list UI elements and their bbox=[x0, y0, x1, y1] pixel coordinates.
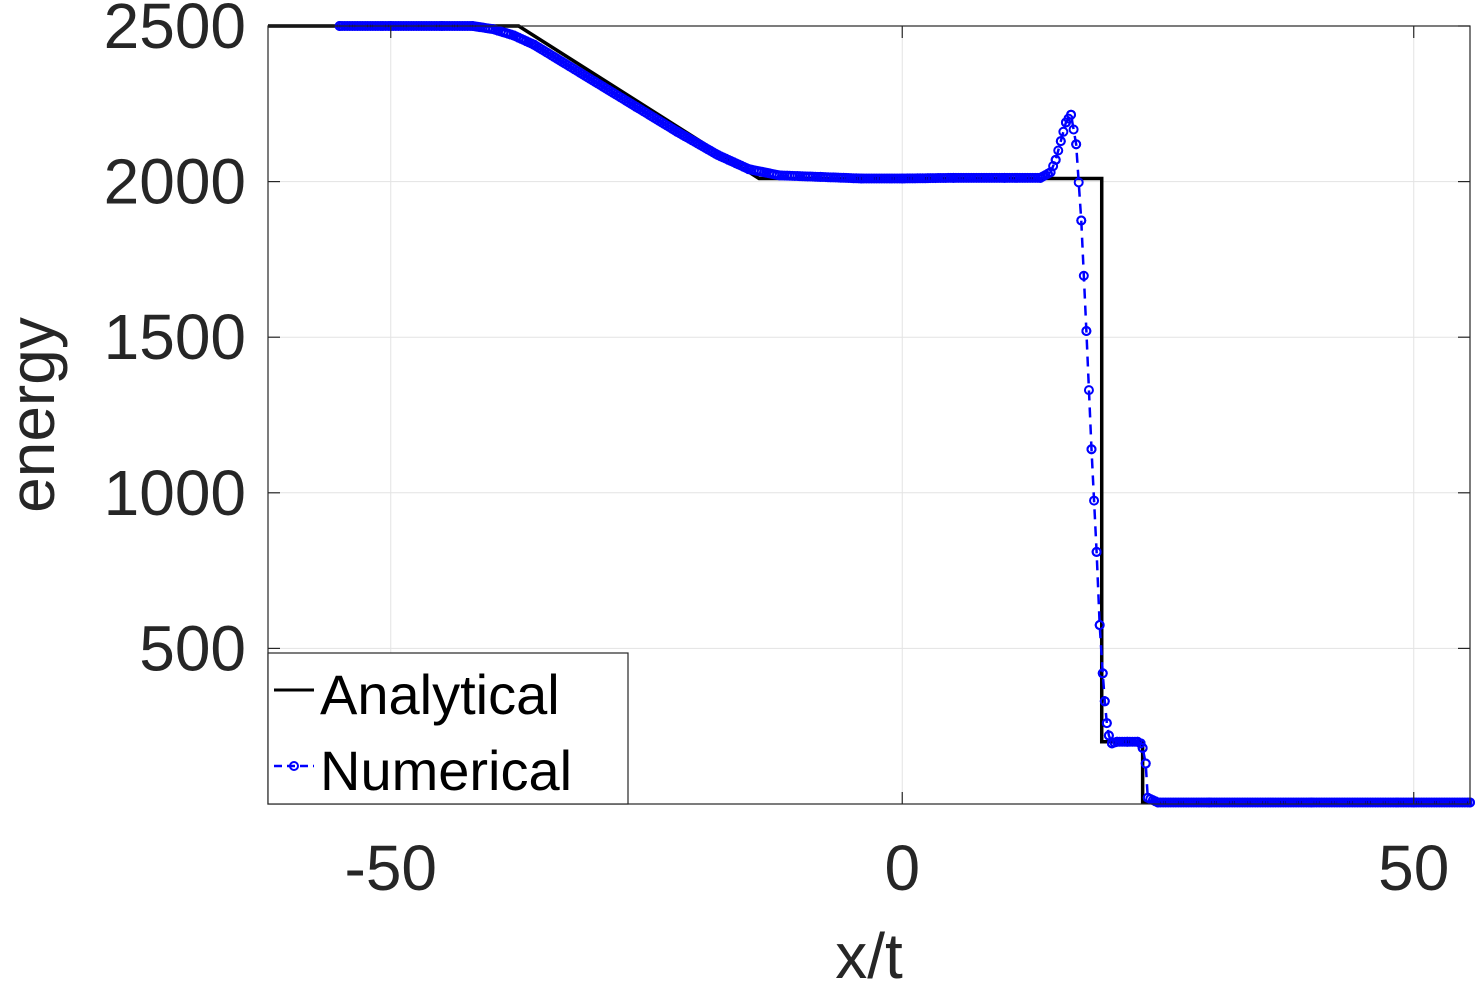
legend-entry-numerical: Numerical bbox=[320, 739, 572, 802]
x-tick-label: 0 bbox=[884, 832, 920, 904]
data-point bbox=[631, 101, 642, 112]
data-point bbox=[743, 164, 754, 175]
y-tick-label: 2500 bbox=[104, 0, 246, 62]
axis-ticks: -50 0 50 500 1000 1500 2000 2500 bbox=[104, 0, 1470, 904]
data-point bbox=[1078, 270, 1089, 281]
data-point bbox=[1140, 758, 1151, 769]
data-point bbox=[1058, 126, 1069, 137]
data-point bbox=[590, 77, 601, 88]
data-point bbox=[508, 30, 519, 41]
series-line-analytical bbox=[268, 24, 1470, 805]
data-point bbox=[897, 173, 908, 184]
series-layer bbox=[268, 21, 1475, 808]
data-point bbox=[1091, 546, 1102, 557]
data-point bbox=[528, 39, 539, 50]
axes-box bbox=[267, 25, 1471, 805]
y-tick-label: 1500 bbox=[104, 301, 246, 373]
data-point bbox=[1081, 325, 1092, 336]
data-point bbox=[713, 150, 724, 161]
y-tick-label: 2000 bbox=[104, 146, 246, 218]
data-point bbox=[856, 173, 867, 184]
data-point bbox=[1035, 172, 1046, 183]
data-point bbox=[1076, 215, 1087, 226]
data-point bbox=[1112, 736, 1123, 747]
data-point bbox=[1137, 742, 1148, 753]
data-point bbox=[1122, 736, 1133, 747]
data-point bbox=[1135, 738, 1146, 749]
data-point bbox=[1083, 385, 1094, 396]
data-point bbox=[999, 172, 1010, 183]
data-point bbox=[488, 24, 499, 35]
data-point bbox=[948, 172, 959, 183]
data-point bbox=[1073, 177, 1084, 188]
data-point bbox=[1204, 797, 1215, 808]
y-tick-label: 1000 bbox=[104, 457, 246, 529]
data-point bbox=[1060, 117, 1071, 128]
data-point bbox=[774, 170, 785, 181]
series-markers-numerical bbox=[334, 21, 1475, 808]
data-point bbox=[1099, 696, 1110, 707]
data-point bbox=[1152, 797, 1163, 808]
data-point bbox=[1306, 797, 1317, 808]
data-point bbox=[1053, 145, 1064, 156]
data-point bbox=[815, 171, 826, 182]
data-point bbox=[1106, 738, 1117, 749]
data-point bbox=[1101, 718, 1112, 729]
x-tick-label: 50 bbox=[1378, 832, 1449, 904]
data-point bbox=[672, 126, 683, 137]
data-point bbox=[1071, 139, 1082, 150]
y-axis-label: energy bbox=[0, 317, 68, 513]
data-point bbox=[1142, 792, 1153, 803]
x-tick-label: -50 bbox=[345, 832, 438, 904]
legend: Analytical Numerical bbox=[267, 652, 629, 805]
data-point bbox=[1050, 154, 1061, 165]
x-axis-label: x/t bbox=[835, 920, 903, 992]
data-point bbox=[1055, 136, 1066, 147]
legend-box bbox=[267, 652, 629, 805]
legend-entry-analytical: Analytical bbox=[320, 663, 560, 726]
data-point bbox=[1068, 124, 1079, 135]
data-point bbox=[1089, 495, 1100, 506]
data-point bbox=[1094, 620, 1105, 631]
data-point bbox=[1066, 109, 1077, 120]
data-point bbox=[1097, 668, 1108, 679]
legend-marker-numerical bbox=[289, 761, 299, 771]
data-point bbox=[1086, 444, 1097, 455]
data-point bbox=[1045, 167, 1056, 178]
y-tick-label: 500 bbox=[139, 612, 246, 684]
data-point bbox=[549, 52, 560, 63]
